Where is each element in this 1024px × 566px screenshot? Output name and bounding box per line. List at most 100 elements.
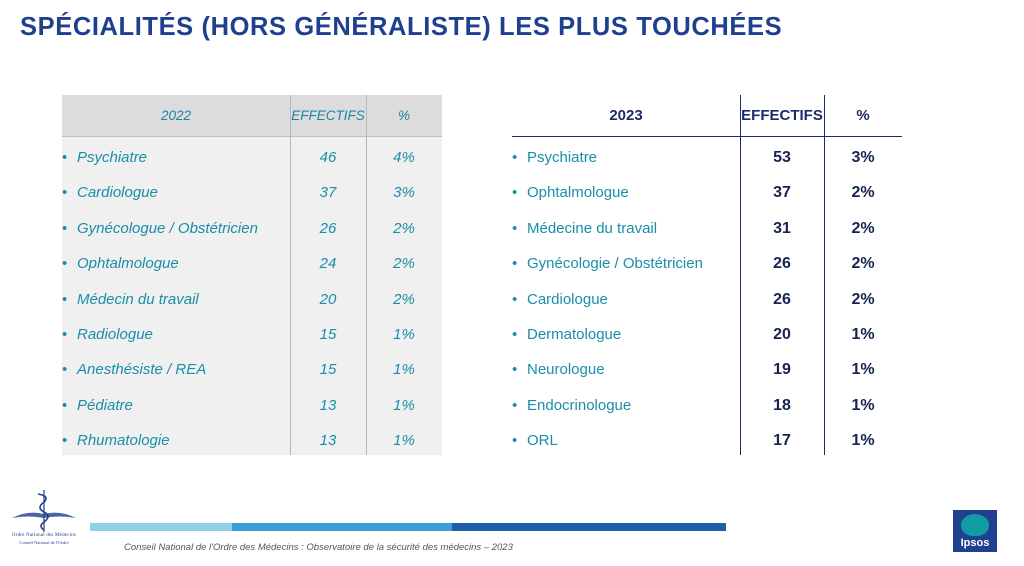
column-divider (290, 95, 291, 455)
table-row: • Pédiatre 13 1% (62, 389, 442, 424)
bullet: • (512, 149, 518, 166)
bullet: • (62, 149, 68, 166)
effectifs-value: 15 (319, 361, 337, 379)
table-row: • ORL 17 1% (512, 424, 902, 459)
bullet: • (62, 184, 68, 202)
effectifs-value: 17 (773, 432, 791, 450)
table-row: • Cardiologue 26 2% (512, 283, 902, 318)
specialty-label: Cardiologue (77, 184, 158, 202)
effectifs-value: 26 (319, 219, 337, 237)
specialty-label: Dermatologue (527, 326, 622, 343)
percent-value: 1% (851, 326, 875, 343)
percent-value: 1% (851, 432, 875, 450)
specialty-label: Neurologue (527, 361, 605, 379)
bullet: • (62, 290, 68, 308)
effectifs-value: 46 (319, 149, 337, 166)
table-row: • Radiologue 15 1% (62, 318, 442, 353)
ipsos-logo-text: Ipsos (960, 537, 990, 549)
specialty-label: ORL (527, 432, 558, 450)
specialty-label: Cardiologue (527, 290, 608, 308)
cnom-logo: Ordre National des Médecins Conseil Nati… (4, 488, 84, 556)
percent-value: 1% (393, 432, 415, 450)
bullet: • (512, 396, 518, 414)
percent-value: 2% (851, 290, 875, 308)
table-row: • Anesthésiste / REA 15 1% (62, 353, 442, 388)
effectifs-value: 13 (319, 432, 337, 450)
percent-value: 4% (393, 149, 415, 166)
specialty-label: Endocrinologue (527, 396, 632, 414)
table-2022-header: 2022 EFFECTIFS % (62, 95, 442, 137)
footer-bar-dark (452, 523, 726, 531)
specialty-label: Psychiatre (527, 149, 598, 166)
bullet: • (62, 396, 68, 414)
specialty-label: Ophtalmologue (77, 255, 179, 273)
specialty-label: Pédiatre (77, 396, 133, 414)
ipsos-icon (961, 514, 989, 536)
caduceus-icon (12, 490, 76, 532)
column-divider (740, 95, 741, 455)
table-row: • Endocrinologue 18 1% (512, 389, 902, 424)
percent-value: 3% (393, 184, 415, 202)
bullet: • (62, 432, 68, 450)
table-row: • Neurologue 19 1% (512, 353, 902, 388)
effectifs-value: 31 (773, 219, 791, 237)
column-divider (366, 95, 367, 455)
table-row: • Ophtalmologue 24 2% (62, 247, 442, 282)
specialty-label: Radiologue (77, 326, 153, 343)
percent-value: 1% (393, 361, 415, 379)
table-row: • Gynécologue / Obstétricien 26 2% (62, 212, 442, 247)
column-divider (824, 95, 825, 455)
percent-value: 2% (393, 219, 415, 237)
header-year: 2022 (160, 108, 192, 123)
bullet: • (62, 326, 68, 343)
percent-value: 2% (851, 255, 875, 273)
specialty-label: Anesthésiste / REA (77, 361, 207, 379)
percent-value: 3% (851, 149, 875, 166)
percent-value: 1% (393, 396, 415, 414)
page-title: SPÉCIALITÉS (HORS GÉNÉRALISTE) LES PLUS … (20, 13, 783, 41)
header-effectifs: EFFECTIFS (291, 108, 365, 123)
table-2023-header: 2023 EFFECTIFS % (512, 95, 902, 137)
table-row: • Gynécologie / Obstétricien 26 2% (512, 247, 902, 282)
percent-value: 2% (393, 290, 415, 308)
table-row: • Cardiologue 37 3% (62, 176, 442, 211)
footer-bar-mid (232, 523, 452, 531)
effectifs-value: 15 (319, 326, 337, 343)
table-2022: 2022 EFFECTIFS % • Psychiatre 46 4% • Cardiol… (62, 95, 442, 455)
effectifs-value: 20 (319, 290, 337, 308)
table-row: • Rhumatologie 13 1% (62, 424, 442, 459)
table-row: • Ophtalmologue 37 2% (512, 176, 902, 211)
effectifs-value: 24 (319, 255, 337, 273)
percent-value: 2% (851, 184, 875, 202)
percent-value: 1% (851, 396, 875, 414)
bullet: • (62, 219, 68, 237)
specialty-label: Gynécologie / Obstétricien (527, 255, 703, 273)
effectifs-value: 13 (319, 396, 337, 414)
bullet: • (512, 255, 518, 273)
specialty-label: Gynécologue / Obstétricien (77, 219, 258, 237)
specialty-label: Psychiatre (77, 149, 148, 166)
table-row: • Médecine du travail 31 2% (512, 212, 902, 247)
effectifs-value: 26 (773, 290, 791, 308)
percent-value: 2% (851, 219, 875, 237)
effectifs-value: 18 (773, 396, 791, 414)
bullet: • (512, 432, 518, 450)
cnom-logo-line1: Ordre National des Médecins (11, 533, 77, 538)
table-row: • Psychiatre 53 3% (512, 141, 902, 176)
table-row: • Psychiatre 46 4% (62, 141, 442, 176)
bullet: • (512, 361, 518, 379)
effectifs-value: 53 (773, 149, 791, 166)
effectifs-value: 19 (773, 361, 791, 379)
effectifs-value: 37 (773, 184, 791, 202)
percent-value: 1% (393, 326, 415, 343)
bullet: • (512, 219, 518, 237)
bullet: • (512, 326, 518, 343)
bullet: • (512, 290, 518, 308)
bullet: • (62, 361, 68, 379)
specialty-label: Médecin du travail (77, 290, 199, 308)
header-effectifs: EFFECTIFS (741, 107, 823, 124)
effectifs-value: 37 (319, 184, 337, 202)
bullet: • (512, 184, 518, 202)
bullet: • (62, 255, 68, 273)
table-row: • Dermatologue 20 1% (512, 318, 902, 353)
